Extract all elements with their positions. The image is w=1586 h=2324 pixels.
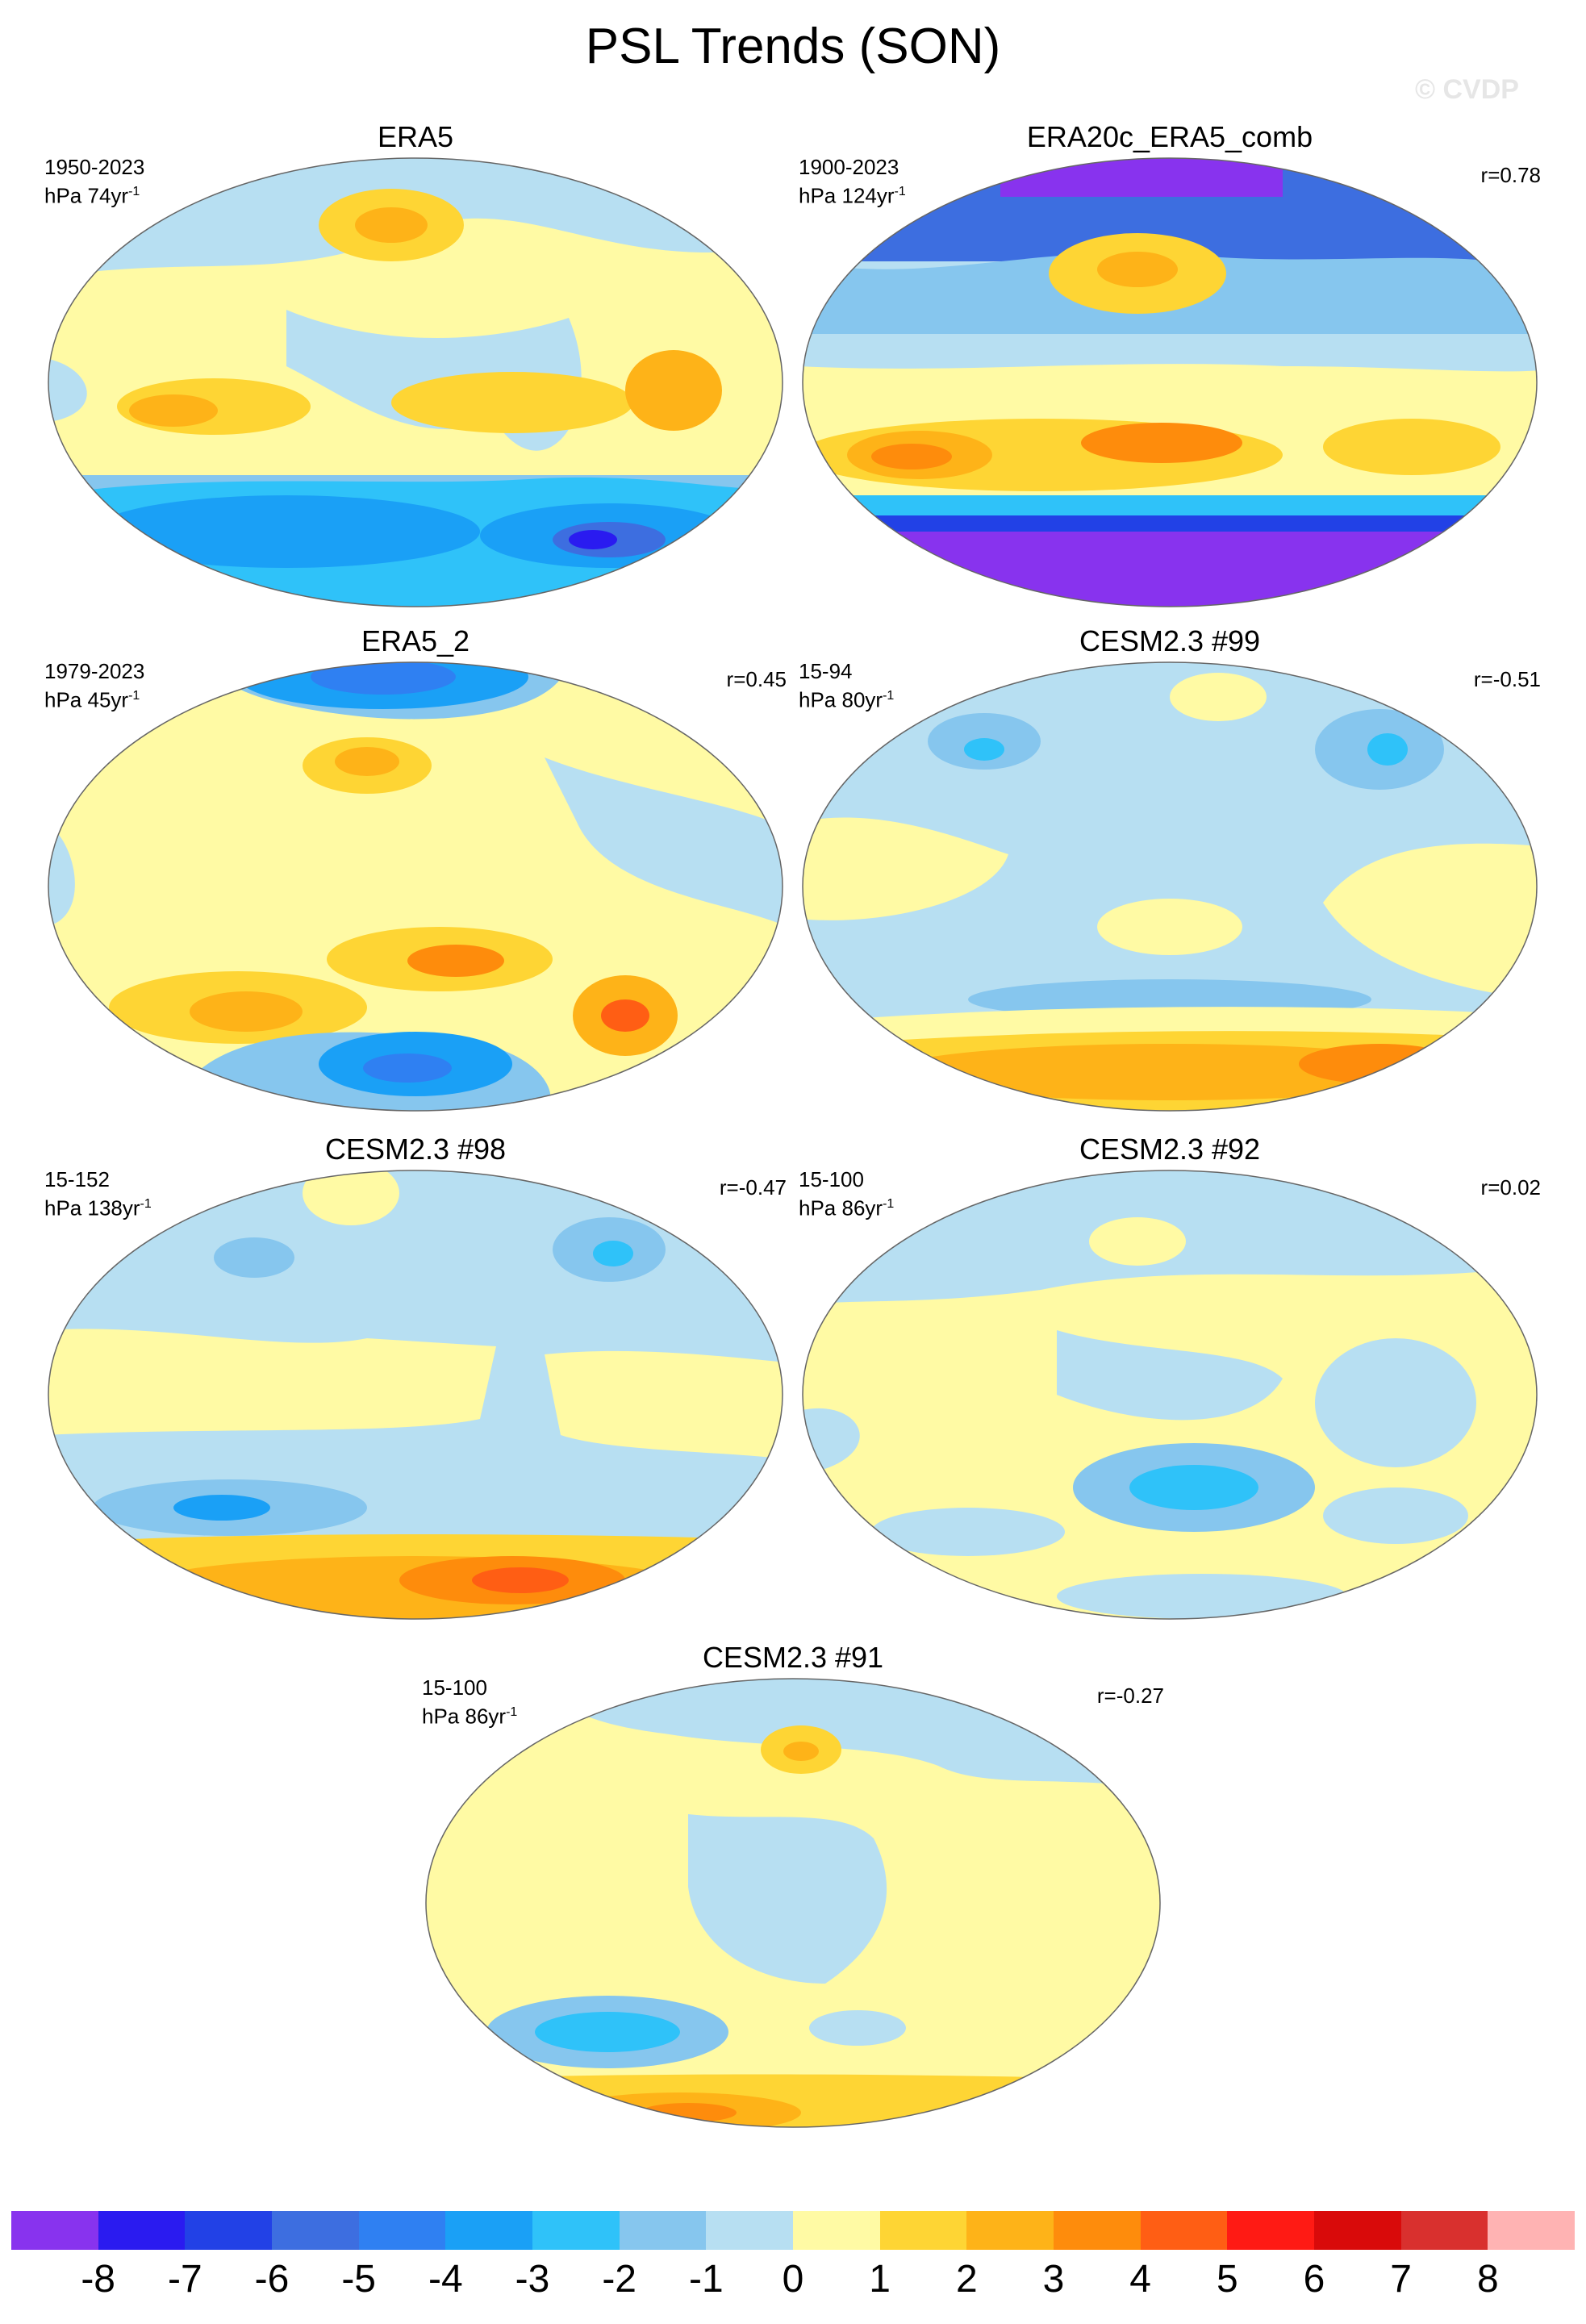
map-panel-cesm2-3-92: CESM2.3 #92 15-100 hPa 86yr-1 r=0.02 xyxy=(799,1133,1541,1620)
cvdp-watermark: © CVDP xyxy=(1415,74,1519,105)
psl-trend-map xyxy=(802,661,1538,1112)
panel-units: hPa 86yr-1 xyxy=(799,1195,895,1220)
colorbar-tick-label: 1 xyxy=(869,2258,891,2301)
panel-units: hPa 80yr-1 xyxy=(799,687,895,712)
panel-title: CESM2.3 #99 xyxy=(1079,624,1261,657)
colorbar-cell xyxy=(11,2211,98,2250)
panel-period: 1950-2023 xyxy=(44,155,145,179)
psl-trend-map xyxy=(48,661,783,1112)
panel-units: hPa 138yr-1 xyxy=(44,1195,152,1220)
panel-period: 1900-2023 xyxy=(799,155,899,179)
panel-correlation: r=0.45 xyxy=(726,667,787,691)
colorbar-cell xyxy=(532,2211,620,2250)
colorbar-cell xyxy=(272,2211,359,2250)
colorbar-tick-label: 4 xyxy=(1129,2258,1152,2301)
panel-period: 15-100 xyxy=(422,1675,487,1700)
colorbar-tick-label: 0 xyxy=(782,2258,804,2301)
panel-correlation: r=-0.27 xyxy=(1096,1684,1164,1708)
psl-trend-map xyxy=(802,157,1538,607)
colorbar-labels: -8 -7 -6 -5 -4 -3 -2 -1 0 1 2 3 4 5 6 7 8 xyxy=(11,2257,1575,2305)
colorbar-tick-label: 6 xyxy=(1303,2258,1325,2301)
colorbar-tick-label: -6 xyxy=(254,2258,290,2301)
map-panel-era5: ERA5 1950-2023 hPa 74yr-1 xyxy=(44,120,787,607)
colorbar-tick-label: -4 xyxy=(428,2258,463,2301)
map-panel-era5-2: ERA5_2 1979-2023 hPa 45yr-1 r=0.45 xyxy=(44,624,787,1112)
psl-trend-map xyxy=(48,157,783,607)
psl-trend-map xyxy=(425,1678,1161,2128)
panel-correlation: r=-0.51 xyxy=(1473,667,1541,691)
map-panel-cesm2-3-98: CESM2.3 #98 15-152 hPa 138yr-1 r=-0.47 xyxy=(44,1133,787,1620)
colorbar-cell xyxy=(706,2211,794,2250)
colorbar-tick-label: 8 xyxy=(1476,2258,1499,2301)
panel-title: CESM2.3 #98 xyxy=(324,1133,507,1166)
panel-period: 1979-2023 xyxy=(44,659,145,683)
panel-units: hPa 86yr-1 xyxy=(422,1704,518,1729)
psl-trend-map xyxy=(48,1170,783,1620)
colorbar xyxy=(11,2211,1576,2250)
colorbar-cell xyxy=(185,2211,273,2250)
colorbar-tick-label: 7 xyxy=(1390,2258,1413,2301)
colorbar-tick-label: -5 xyxy=(341,2258,376,2301)
colorbar-cell xyxy=(966,2211,1054,2250)
panel-title: ERA20c_ERA5_comb xyxy=(1026,120,1313,153)
colorbar-cell xyxy=(1314,2211,1401,2250)
colorbar-tick-label: 5 xyxy=(1216,2258,1238,2301)
panel-units: hPa 45yr-1 xyxy=(44,687,140,712)
panel-period: 15-94 xyxy=(799,659,853,683)
colorbar-tick-label: 3 xyxy=(1042,2258,1065,2301)
panel-period: 15-100 xyxy=(799,1167,864,1191)
panel-correlation: r=0.78 xyxy=(1480,163,1541,187)
colorbar-cell xyxy=(619,2211,707,2250)
colorbar-cell xyxy=(98,2211,186,2250)
colorbar-tick-label: -8 xyxy=(81,2258,115,2301)
panel-units: hPa 74yr-1 xyxy=(44,183,140,208)
colorbar-cell xyxy=(1227,2211,1315,2250)
panel-correlation: r=-0.47 xyxy=(719,1175,787,1200)
colorbar-cell xyxy=(1140,2211,1228,2250)
map-panel-cesm2-3-99: CESM2.3 #99 15-94 hPa 80yr-1 r=-0.51 xyxy=(799,624,1541,1112)
panel-period: 15-152 xyxy=(44,1167,110,1191)
colorbar-cell xyxy=(1488,2211,1576,2250)
colorbar-tick-label: -3 xyxy=(515,2258,550,2301)
colorbar-tick-label: -2 xyxy=(602,2258,636,2301)
colorbar-cell xyxy=(879,2211,967,2250)
colorbar-cell xyxy=(1054,2211,1141,2250)
panel-correlation: r=0.02 xyxy=(1480,1175,1541,1200)
panel-title: CESM2.3 #91 xyxy=(702,1641,884,1674)
colorbar-tick-label: 2 xyxy=(955,2258,978,2301)
psl-trend-map xyxy=(802,1170,1538,1620)
map-panel-era20c-era5-comb: ERA20c_ERA5_comb 1900-2023 hPa 124yr-1 r… xyxy=(799,120,1541,607)
colorbar-cell xyxy=(793,2211,880,2250)
panel-units: hPa 124yr-1 xyxy=(799,183,906,208)
colorbar-cell xyxy=(1400,2211,1488,2250)
panel-title: ERA5 xyxy=(377,120,454,153)
colorbar-cell xyxy=(445,2211,533,2250)
map-panel-cesm2-3-91: CESM2.3 #91 15-100 hPa 86yr-1 r=-0.27 xyxy=(422,1641,1164,2128)
panel-title: ERA5_2 xyxy=(361,624,470,657)
colorbar-tick-label: -1 xyxy=(688,2258,724,2301)
colorbar-tick-label: -7 xyxy=(167,2258,202,2301)
colorbar-cell xyxy=(358,2211,446,2250)
figure-title: PSL Trends (SON) xyxy=(585,19,1001,74)
panel-title: CESM2.3 #92 xyxy=(1079,1133,1261,1166)
